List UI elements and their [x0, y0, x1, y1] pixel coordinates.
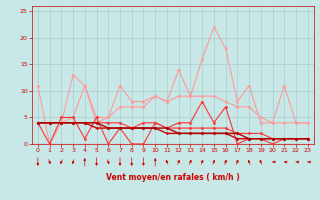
X-axis label: Vent moyen/en rafales ( km/h ): Vent moyen/en rafales ( km/h )	[106, 173, 240, 182]
